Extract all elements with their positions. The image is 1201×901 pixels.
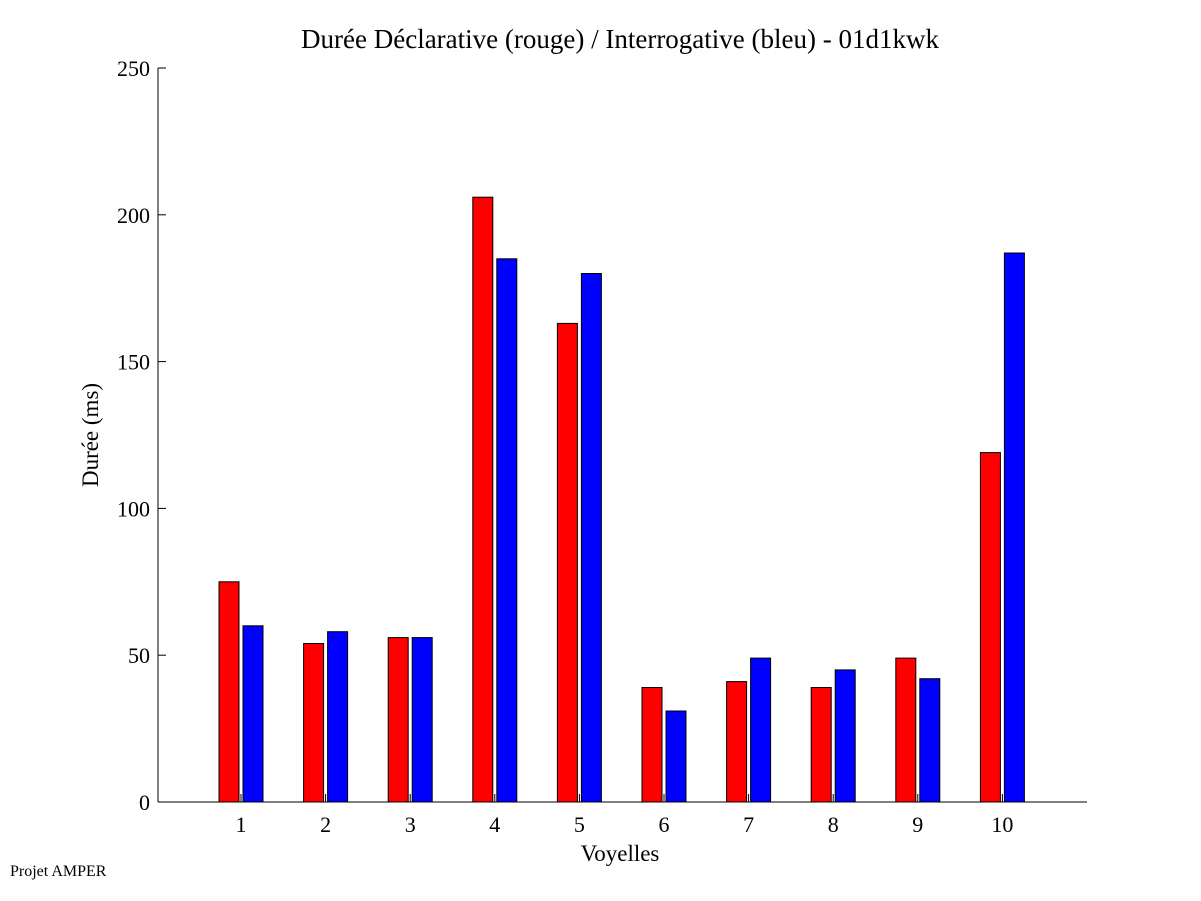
bar-blue-10 bbox=[1003, 252, 1025, 803]
bar-blue-9 bbox=[919, 678, 941, 803]
axes-group bbox=[157, 68, 1087, 803]
x-ticks-group: 1 2 3 4 5 6 7 8 9 10 bbox=[236, 794, 1013, 837]
bar-red-4 bbox=[472, 196, 494, 803]
y-tick-label: 0 bbox=[139, 790, 150, 815]
bars-group bbox=[218, 196, 1025, 803]
y-tick-label: 250 bbox=[117, 56, 150, 81]
bar-red-3 bbox=[387, 637, 409, 803]
x-tick-label: 2 bbox=[320, 812, 331, 837]
x-tick-label: 10 bbox=[991, 812, 1013, 837]
y-tick-label: 100 bbox=[117, 496, 150, 521]
bar-blue-5 bbox=[580, 273, 602, 803]
bar-red-10 bbox=[979, 452, 1001, 803]
x-tick-label: 7 bbox=[743, 812, 754, 837]
bar-red-7 bbox=[726, 681, 748, 803]
x-tick-label: 3 bbox=[405, 812, 416, 837]
y-ticks-group: 0 50 100 150 200 250 bbox=[117, 56, 166, 815]
bar-red-2 bbox=[303, 643, 325, 803]
x-tick-label: 9 bbox=[912, 812, 923, 837]
x-tick-label: 8 bbox=[828, 812, 839, 837]
x-axis-label: Voyelles bbox=[581, 841, 660, 866]
chart-title: Durée Déclarative (rouge) / Interrogativ… bbox=[301, 24, 939, 54]
bar-red-5 bbox=[556, 322, 578, 803]
x-tick-label: 6 bbox=[659, 812, 670, 837]
bar-blue-7 bbox=[750, 657, 772, 803]
bar-blue-6 bbox=[665, 710, 687, 803]
x-tick-label: 1 bbox=[236, 812, 247, 837]
bar-red-9 bbox=[895, 657, 917, 803]
y-tick-label: 200 bbox=[117, 203, 150, 228]
bar-red-1 bbox=[218, 581, 240, 803]
bar-red-8 bbox=[810, 687, 832, 803]
x-tick-label: 4 bbox=[489, 812, 500, 837]
x-tick-label: 5 bbox=[574, 812, 585, 837]
y-axis-label: Durée (ms) bbox=[78, 383, 103, 487]
footer-credit: Projet AMPER bbox=[10, 863, 107, 880]
y-tick-label: 150 bbox=[117, 350, 150, 375]
bar-blue-2 bbox=[327, 631, 349, 803]
bar-red-6 bbox=[641, 687, 663, 803]
bar-blue-3 bbox=[411, 637, 433, 803]
bar-blue-1 bbox=[242, 625, 264, 803]
bar-blue-8 bbox=[834, 669, 856, 803]
y-tick-label: 50 bbox=[128, 643, 150, 668]
bar-blue-4 bbox=[496, 258, 518, 803]
